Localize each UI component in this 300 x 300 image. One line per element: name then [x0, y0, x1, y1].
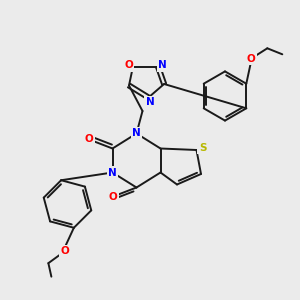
Text: O: O [246, 54, 255, 64]
Text: N: N [132, 128, 141, 139]
Text: O: O [109, 191, 118, 202]
Text: N: N [158, 60, 167, 70]
Text: O: O [85, 134, 94, 145]
Text: N: N [108, 167, 117, 178]
Text: O: O [61, 246, 69, 256]
Text: N: N [146, 97, 154, 107]
Text: S: S [199, 142, 206, 153]
Text: O: O [124, 60, 133, 70]
